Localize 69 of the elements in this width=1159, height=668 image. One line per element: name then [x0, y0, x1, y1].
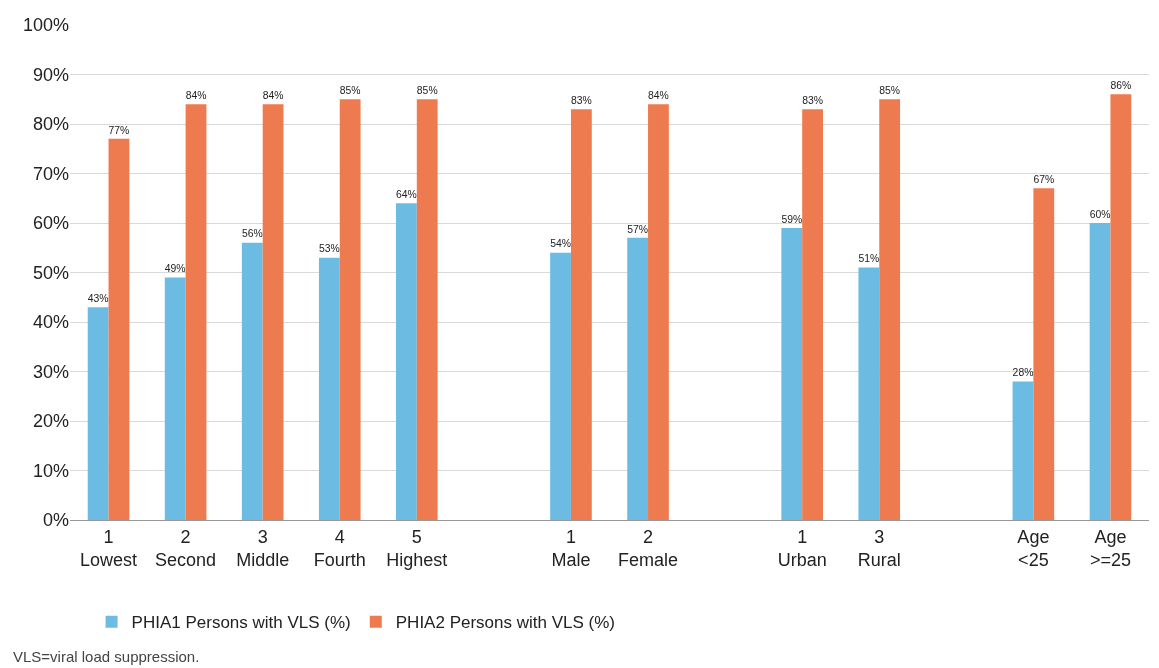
data-label: 49%: [164, 263, 186, 275]
bar: [627, 237, 649, 520]
data-label: 51%: [858, 253, 880, 265]
bar: [1012, 381, 1034, 520]
x-tick-label: 1 Urban: [777, 526, 827, 570]
bar: [570, 109, 592, 520]
bar: [241, 242, 263, 520]
data-label: 84%: [185, 89, 207, 101]
y-tick-label: 10%: [32, 460, 69, 481]
bar: [550, 252, 571, 520]
bar: [802, 109, 823, 520]
data-label: 84%: [648, 89, 669, 101]
y-tick-label: 40%: [32, 312, 69, 333]
legend-label: PHIA2 Persons with VLS (%): [395, 613, 615, 633]
data-label: 67%: [1033, 174, 1055, 186]
data-label: 28%: [1012, 367, 1034, 379]
data-label: 84%: [262, 89, 284, 101]
x-tick-label: 2 Second: [155, 526, 217, 570]
x-tick-label: 3 Rural: [857, 526, 901, 570]
bar: [318, 257, 340, 520]
y-tick-label: 60%: [32, 213, 69, 234]
data-label: 54%: [550, 238, 571, 250]
data-label: 59%: [781, 213, 803, 225]
bar: [185, 104, 207, 520]
bar: [1110, 94, 1132, 520]
data-label: 85%: [879, 84, 901, 96]
bar: [87, 307, 109, 520]
data-label: 85%: [416, 84, 438, 96]
bar: [858, 267, 880, 520]
y-tick-label: 0%: [42, 510, 69, 531]
x-tick-label: 1 Male: [551, 526, 591, 570]
data-label: 56%: [241, 228, 263, 240]
bar: [262, 104, 284, 520]
data-label: 83%: [570, 94, 592, 106]
y-tick-label: 30%: [32, 361, 69, 382]
y-tick-label: 80%: [32, 114, 69, 135]
data-label: 53%: [318, 243, 340, 255]
x-tick-label: 3 Middle: [236, 526, 290, 570]
bar: [648, 104, 669, 520]
bar: [879, 99, 901, 520]
y-tick-label: 100%: [22, 15, 69, 36]
y-tick-label: 70%: [32, 163, 69, 184]
data-label: 85%: [339, 84, 361, 96]
data-label: 83%: [802, 94, 823, 106]
x-tick-label: 4 Fourth: [313, 526, 366, 570]
y-tick-label: 90%: [32, 64, 69, 85]
legend-label: PHIA1 Persons with VLS (%): [131, 613, 351, 633]
x-tick-label: 5 Highest: [386, 526, 448, 570]
y-tick-label: 50%: [32, 262, 69, 283]
bar: [1033, 188, 1055, 520]
data-label: 60%: [1089, 208, 1111, 220]
bar: [108, 138, 130, 520]
x-tick-label: 1 Lowest: [80, 526, 138, 570]
bar: [1089, 223, 1111, 520]
text: VLS=viral load suppression.: [13, 648, 200, 665]
x-tick-label: Age >=25: [1089, 526, 1131, 570]
bar: [339, 99, 361, 520]
bar: [396, 203, 417, 520]
x-tick-label: 2 Female: [618, 526, 679, 570]
y-tick-label: 20%: [32, 411, 69, 432]
bar: [781, 227, 803, 520]
data-label: 64%: [396, 188, 417, 200]
bar: [164, 277, 186, 520]
data-label: 86%: [1110, 79, 1132, 91]
x-tick-label: Age <25: [1017, 526, 1050, 570]
bar: [416, 99, 438, 520]
data-label: 57%: [627, 223, 649, 235]
data-label: 43%: [87, 292, 109, 304]
data-label: 77%: [108, 124, 130, 136]
